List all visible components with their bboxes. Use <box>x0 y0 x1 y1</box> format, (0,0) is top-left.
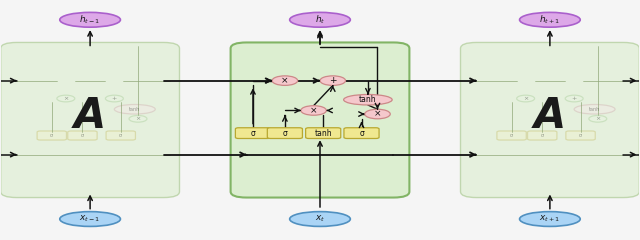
Circle shape <box>365 109 390 119</box>
Text: +: + <box>572 96 577 101</box>
Text: ×: × <box>595 116 600 121</box>
FancyBboxPatch shape <box>1 42 179 198</box>
Ellipse shape <box>290 212 350 226</box>
Ellipse shape <box>574 104 615 114</box>
Circle shape <box>320 76 346 85</box>
Circle shape <box>516 95 534 102</box>
Text: σ: σ <box>510 133 513 138</box>
Circle shape <box>272 76 298 85</box>
Text: ×: × <box>523 96 528 101</box>
Ellipse shape <box>60 212 120 226</box>
Ellipse shape <box>290 12 350 27</box>
FancyBboxPatch shape <box>566 131 595 140</box>
Text: $h_{t+1}$: $h_{t+1}$ <box>539 13 561 26</box>
FancyBboxPatch shape <box>527 131 557 140</box>
FancyBboxPatch shape <box>106 131 136 140</box>
Text: tanh: tanh <box>129 107 140 112</box>
FancyBboxPatch shape <box>344 128 379 138</box>
FancyBboxPatch shape <box>306 128 340 138</box>
Text: ×: × <box>310 106 317 115</box>
Text: ×: × <box>374 109 381 119</box>
Text: ×: × <box>136 116 141 121</box>
Circle shape <box>589 115 607 122</box>
Text: σ: σ <box>50 133 53 138</box>
Text: $h_t$: $h_t$ <box>315 13 325 26</box>
FancyBboxPatch shape <box>497 131 526 140</box>
Ellipse shape <box>520 12 580 27</box>
FancyBboxPatch shape <box>230 42 410 198</box>
Ellipse shape <box>344 95 392 105</box>
Ellipse shape <box>115 104 156 114</box>
Text: $h_{t-1}$: $h_{t-1}$ <box>79 13 101 26</box>
Ellipse shape <box>60 12 120 27</box>
FancyBboxPatch shape <box>461 42 639 198</box>
Text: σ: σ <box>81 133 84 138</box>
Text: +: + <box>112 96 117 101</box>
FancyBboxPatch shape <box>68 131 97 140</box>
Text: σ: σ <box>282 129 287 138</box>
Text: ×: × <box>281 76 289 85</box>
Text: σ: σ <box>541 133 544 138</box>
Text: A: A <box>74 96 106 138</box>
Text: σ: σ <box>359 129 364 138</box>
Text: tanh: tanh <box>589 107 600 112</box>
FancyBboxPatch shape <box>37 131 67 140</box>
FancyBboxPatch shape <box>236 128 271 138</box>
Text: ×: × <box>63 96 68 101</box>
Text: A: A <box>534 96 566 138</box>
Text: $x_t$: $x_t$ <box>315 214 325 224</box>
Text: σ: σ <box>119 133 122 138</box>
Text: tanh: tanh <box>314 129 332 138</box>
Circle shape <box>57 95 75 102</box>
Circle shape <box>106 95 124 102</box>
Text: $x_{t+1}$: $x_{t+1}$ <box>540 214 561 224</box>
Circle shape <box>129 115 147 122</box>
Circle shape <box>565 95 583 102</box>
Text: σ: σ <box>579 133 582 138</box>
FancyBboxPatch shape <box>268 128 303 138</box>
Ellipse shape <box>520 212 580 226</box>
Text: tanh: tanh <box>359 95 377 104</box>
Circle shape <box>301 106 326 115</box>
Text: $x_{t-1}$: $x_{t-1}$ <box>79 214 100 224</box>
Text: σ: σ <box>251 129 255 138</box>
Text: +: + <box>329 76 337 85</box>
